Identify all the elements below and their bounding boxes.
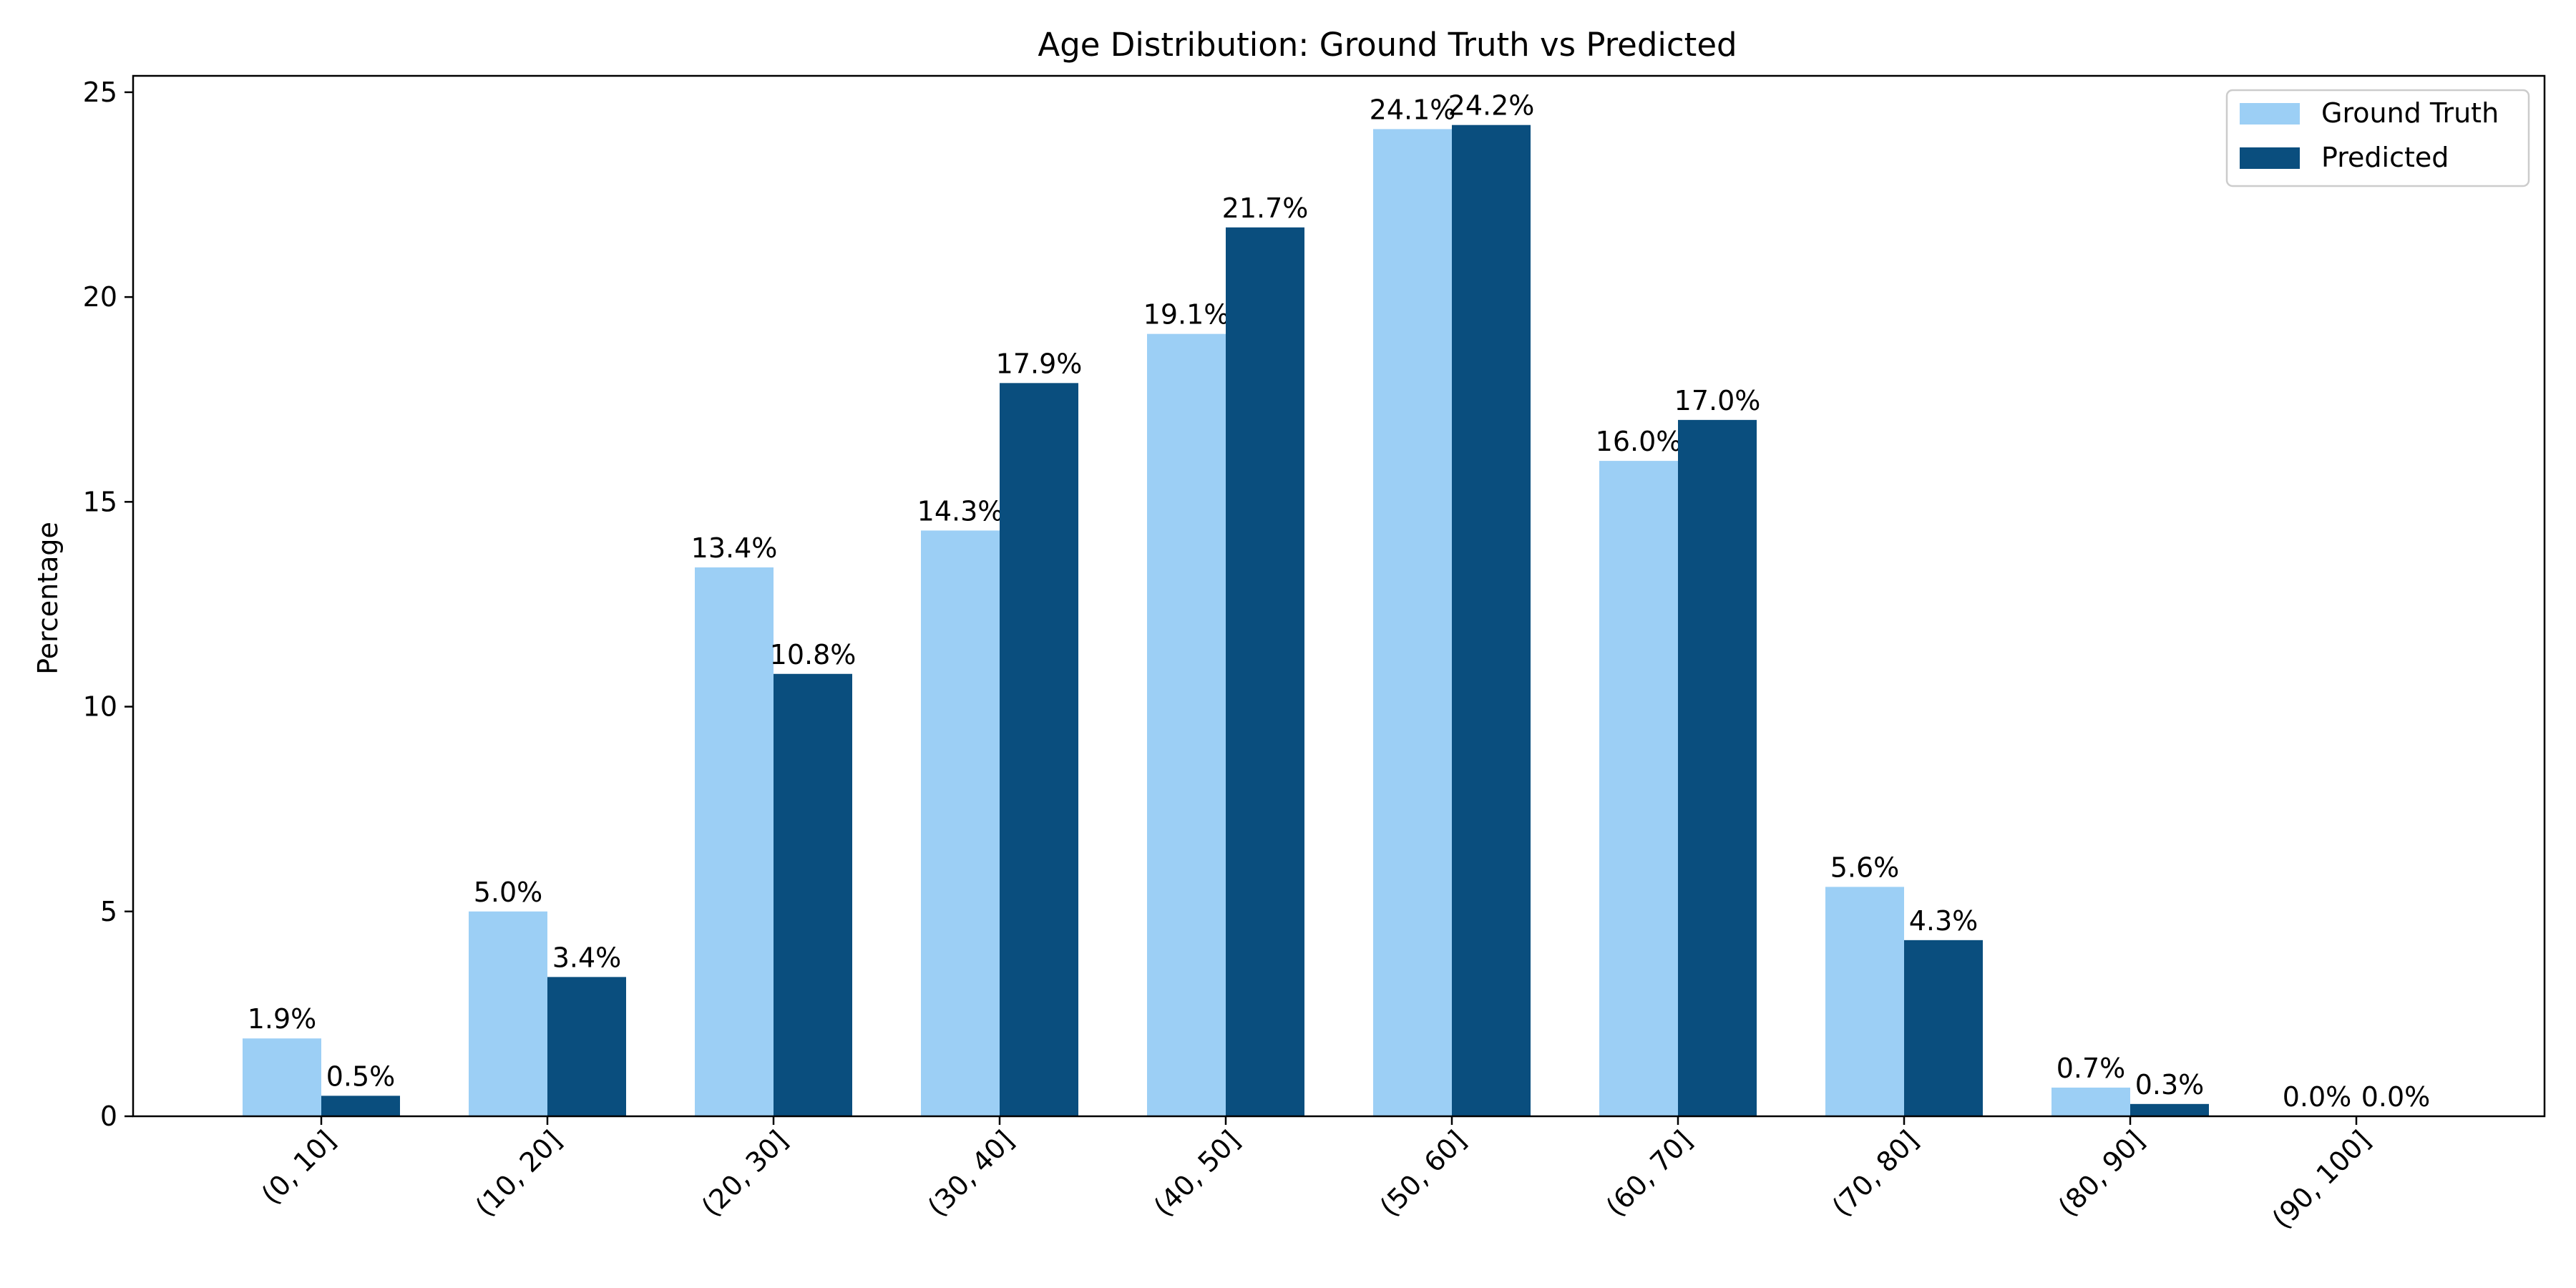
- legend-entry: Predicted: [2321, 142, 2449, 173]
- data-label: 4.3%: [1909, 905, 1979, 937]
- legend-swatch: [2240, 103, 2300, 125]
- data-label: 14.3%: [917, 495, 1004, 527]
- bar: [2051, 1087, 2130, 1116]
- y-tick-label: 10: [83, 691, 117, 723]
- x-tick-label: (20, 30]: [696, 1124, 794, 1223]
- x-tick-label: (40, 50]: [1148, 1124, 1246, 1223]
- plot-frame: [132, 74, 2546, 1118]
- data-label: 0.3%: [2135, 1069, 2205, 1101]
- bar: [1825, 887, 1904, 1116]
- bar: [1904, 940, 1983, 1116]
- data-label: 5.6%: [1830, 852, 1900, 883]
- y-tick-label: 20: [83, 281, 117, 313]
- x-tick-label: (50, 60]: [1374, 1124, 1473, 1223]
- bar: [695, 567, 774, 1116]
- data-label: 21.7%: [1222, 192, 1309, 224]
- bar: [1452, 125, 1531, 1117]
- chart-title: Age Distribution: Ground Truth vs Predic…: [1038, 26, 1737, 64]
- legend-swatch: [2240, 147, 2300, 169]
- x-tick-label: (30, 40]: [922, 1124, 1020, 1223]
- bar: [1599, 461, 1678, 1116]
- bar: [1373, 129, 1452, 1116]
- data-label: 13.4%: [691, 532, 778, 564]
- legend: Ground Truth Predicted: [2225, 89, 2530, 187]
- x-tick-label: (60, 70]: [1600, 1124, 1699, 1223]
- x-tick-label: (10, 20]: [469, 1124, 568, 1223]
- bar: [1226, 227, 1304, 1116]
- bar: [1147, 333, 1226, 1116]
- data-label: 24.2%: [1448, 90, 1535, 122]
- y-tick-label: 15: [83, 486, 117, 517]
- data-label: 19.1%: [1143, 299, 1230, 331]
- data-label: 1.9%: [248, 1003, 317, 1035]
- bar: [469, 911, 547, 1116]
- bar: [321, 1096, 400, 1116]
- bar: [774, 673, 852, 1116]
- y-tick-label: 25: [83, 77, 117, 108]
- legend-box: [2225, 89, 2530, 187]
- data-label: 5.0%: [474, 877, 543, 908]
- bar: [921, 530, 1000, 1116]
- y-tick-label: 0: [100, 1101, 117, 1132]
- data-label: 10.8%: [770, 639, 857, 670]
- bar: [547, 977, 626, 1116]
- legend-entry: Ground Truth: [2321, 97, 2499, 129]
- data-label: 0.0%: [2283, 1081, 2352, 1113]
- x-tick-label: (90, 100]: [2266, 1124, 2377, 1235]
- data-label: 3.4%: [552, 942, 622, 973]
- y-axis-label: Percentage: [32, 522, 64, 675]
- data-label: 0.7%: [2057, 1053, 2126, 1084]
- x-tick-label: (70, 80]: [1826, 1124, 1925, 1223]
- bar: [1000, 383, 1078, 1116]
- data-label: 0.0%: [2361, 1081, 2431, 1113]
- x-tick-label: (0, 10]: [255, 1124, 341, 1210]
- bar: [2130, 1103, 2209, 1116]
- data-label: 16.0%: [1596, 426, 1682, 457]
- bar: [243, 1038, 321, 1116]
- y-tick-label: 5: [100, 896, 117, 927]
- plot-area: 1.9% 5.0% 13.4% 14.3% 19.1% 24.1% 16.0% 5.6% 0.7…: [83, 74, 2546, 1235]
- data-label: 0.5%: [326, 1060, 396, 1092]
- data-label: 17.0%: [1674, 385, 1761, 416]
- bar: [1678, 419, 1757, 1116]
- data-label: 24.1%: [1370, 94, 1456, 125]
- data-label: 17.9%: [996, 348, 1083, 379]
- x-tick-label: (80, 90]: [2052, 1124, 2151, 1223]
